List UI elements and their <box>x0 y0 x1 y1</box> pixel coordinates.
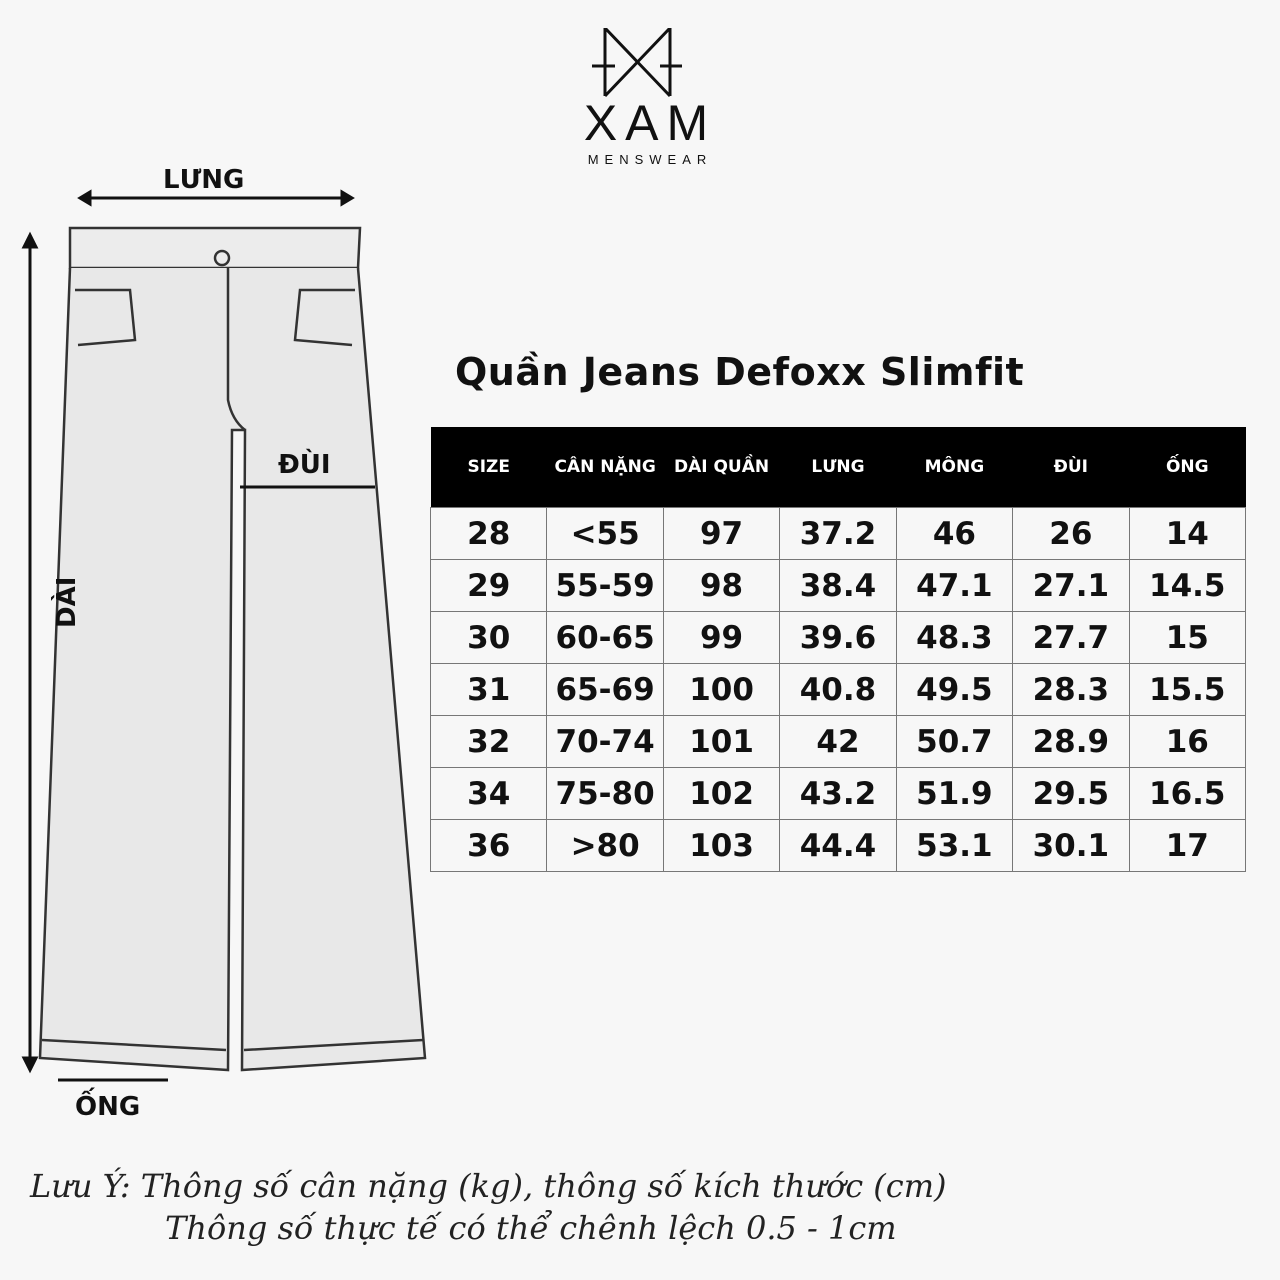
table-row: 28 <55 97 37.2 46 26 14 <box>429 507 1247 560</box>
table-cell: 60-65 <box>546 611 664 664</box>
table-cell: 29.5 <box>1012 767 1130 820</box>
table-cell: 97 <box>662 507 781 560</box>
table-cell: 15.5 <box>1128 663 1247 716</box>
table-cell: 32 <box>429 715 548 768</box>
column-header: LƯNG <box>779 427 897 508</box>
table-cell: 103 <box>662 819 781 872</box>
table-cell: 26 <box>1012 507 1130 560</box>
table-row: 34 75-80 102 43.2 51.9 29.5 16.5 <box>429 767 1247 820</box>
table-cell: 38.4 <box>779 559 897 612</box>
brand-name: XAM <box>583 95 717 151</box>
table-cell: 46 <box>895 507 1014 560</box>
table-row: 32 70-74 101 42 50.7 28.9 16 <box>429 715 1247 768</box>
table-cell: 48.3 <box>895 611 1014 664</box>
table-cell: 27.7 <box>1012 611 1130 664</box>
table-cell: 49.5 <box>895 663 1014 716</box>
table-cell: 75-80 <box>546 767 664 820</box>
table-cell: 34 <box>429 767 548 820</box>
table-cell: 43.2 <box>779 767 897 820</box>
length-label: DÀI <box>52 576 82 628</box>
table-cell: 40.8 <box>779 663 897 716</box>
product-title: Quần Jeans Defoxx Slimfit <box>455 350 1025 394</box>
note: Lưu Ý: Thông số cân nặng (kg), thông số … <box>30 1165 947 1249</box>
note-line-2: Thông số thực tế có thể chênh lệch 0.5 -… <box>165 1209 897 1247</box>
table-cell: 102 <box>662 767 781 820</box>
table-cell: 101 <box>662 715 781 768</box>
table-cell: 30 <box>429 611 548 664</box>
table-cell: 31 <box>429 663 548 716</box>
size-table: SIZE CÂN NẶNG DÀI QUẦN LƯNG MÔNG ĐÙI ỐNG 28 <55… <box>429 427 1247 872</box>
table-cell: 100 <box>662 663 781 716</box>
table-cell: 30.1 <box>1012 819 1130 872</box>
table-cell: 44.4 <box>779 819 897 872</box>
brand-tagline: MENSWEAR <box>587 152 713 167</box>
table-cell: 55-59 <box>546 559 664 612</box>
table-cell: 17 <box>1128 819 1247 872</box>
table-cell: 70-74 <box>546 715 664 768</box>
table-cell: 16 <box>1128 715 1247 768</box>
table-cell: 27.1 <box>1012 559 1130 612</box>
table-cell: 28.3 <box>1012 663 1130 716</box>
note-line-1: Lưu Ý: Thông số cân nặng (kg), thông số … <box>30 1167 947 1205</box>
hem-label: ỐNG <box>75 1092 141 1122</box>
table-cell: 16.5 <box>1128 767 1247 820</box>
column-header: ĐÙI <box>1012 427 1130 508</box>
column-header: DÀI QUẦN <box>663 427 780 508</box>
table-cell: 29 <box>429 559 548 612</box>
table-cell: 65-69 <box>546 663 664 716</box>
column-header: SIZE <box>430 427 547 508</box>
logo-mark-icon <box>592 26 682 98</box>
table-cell: 28.9 <box>1012 715 1130 768</box>
table-cell: 14.5 <box>1128 559 1247 612</box>
table-cell: 50.7 <box>895 715 1014 768</box>
column-header: MÔNG <box>896 427 1013 508</box>
column-header: CÂN NẶNG <box>546 427 664 508</box>
table-cell: 51.9 <box>895 767 1014 820</box>
thigh-label: ĐÙI <box>278 450 331 480</box>
table-cell: 14 <box>1128 507 1247 560</box>
table-row: 30 60-65 99 39.6 48.3 27.7 15 <box>429 611 1247 664</box>
pants-sketch <box>21 189 427 1082</box>
table-row: 29 55-59 98 38.4 47.1 27.1 14.5 <box>429 559 1247 612</box>
brand-logo: XAM MENSWEAR <box>560 26 740 178</box>
table-cell: 98 <box>662 559 781 612</box>
table-cell: 39.6 <box>779 611 897 664</box>
table-cell: 15 <box>1128 611 1247 664</box>
table-cell: 53.1 <box>895 819 1014 872</box>
table-row: 31 65-69 100 40.8 49.5 28.3 15.5 <box>429 663 1247 716</box>
table-cell: 42 <box>779 715 897 768</box>
table-cell: 37.2 <box>779 507 897 560</box>
table-cell: 36 <box>429 819 548 872</box>
table-cell: <55 <box>546 507 664 560</box>
table-cell: 99 <box>662 611 781 664</box>
table-cell: 47.1 <box>895 559 1014 612</box>
table-row: 36 >80 103 44.4 53.1 30.1 17 <box>429 819 1247 872</box>
table-cell: >80 <box>546 819 664 872</box>
waist-label: LƯNG <box>163 165 245 195</box>
column-header: ỐNG <box>1129 427 1246 508</box>
table-cell: 28 <box>429 507 548 560</box>
